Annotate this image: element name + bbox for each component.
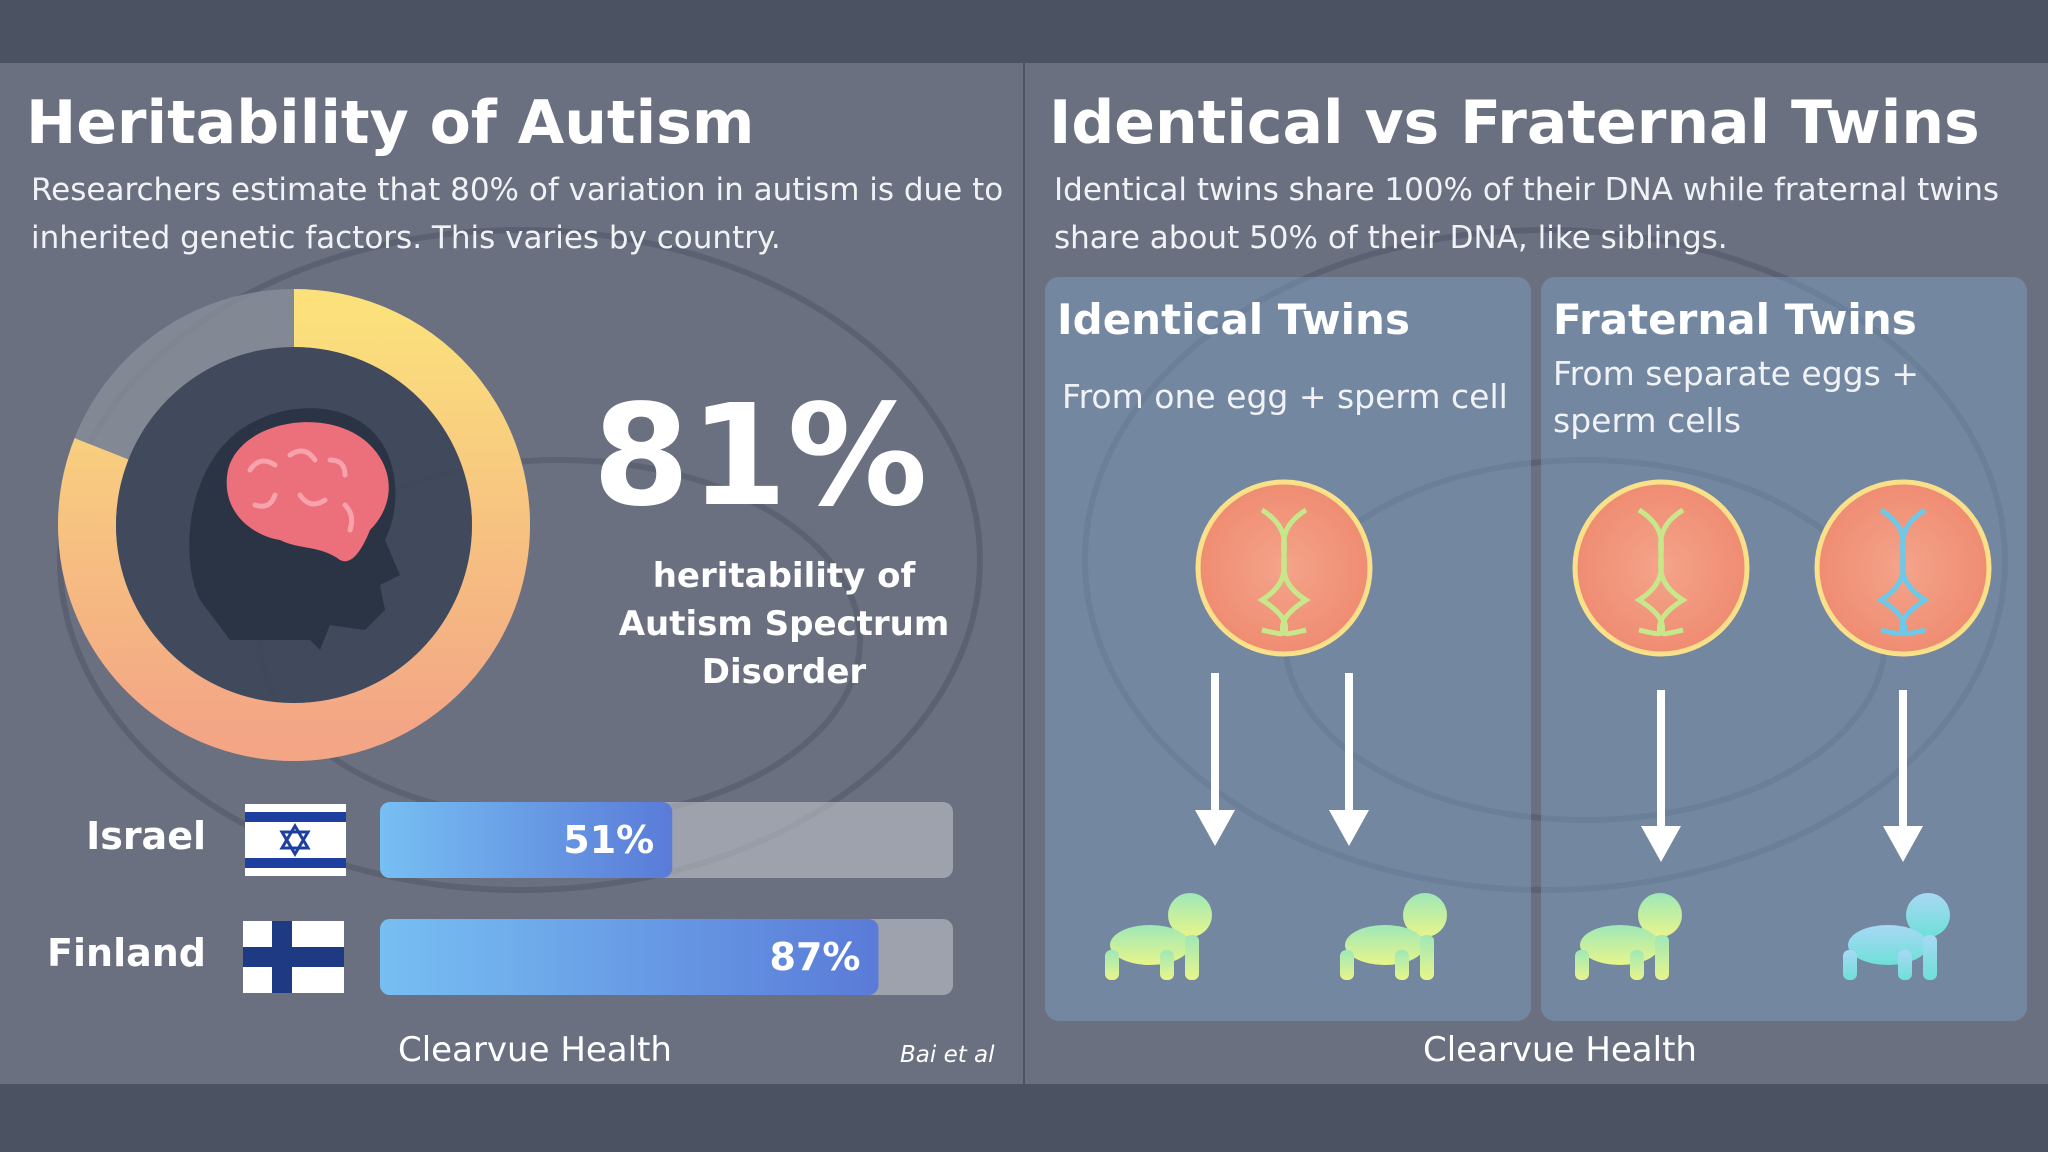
left-title: Heritability of Autism bbox=[26, 88, 755, 158]
flag-finland bbox=[243, 921, 344, 993]
donut-value-label: 81% bbox=[592, 375, 928, 538]
dna-icons bbox=[1257, 507, 1930, 637]
right-subtitle: Identical twins share 100% of their DNA … bbox=[1054, 172, 2000, 256]
identical-title: Identical Twins bbox=[1057, 295, 1410, 344]
donut-arc bbox=[58, 289, 530, 761]
bar-value-label: 87% bbox=[770, 935, 861, 979]
bar-value-label: 51% bbox=[563, 818, 654, 862]
fraternal-text: From separate eggs + sperm cells bbox=[1553, 354, 1919, 440]
left-brand: Clearvue Health bbox=[398, 1030, 672, 1070]
category-label: Israel bbox=[86, 814, 206, 858]
donut-caption: heritability of Autism Spectrum Disorder bbox=[618, 556, 950, 692]
top-band bbox=[0, 0, 2048, 63]
identical-text: From one egg + sperm cell bbox=[1062, 377, 1508, 416]
brain-icon bbox=[226, 422, 389, 562]
bar bbox=[380, 919, 879, 995]
bar bbox=[380, 802, 673, 878]
source: Bai et al bbox=[900, 1042, 995, 1068]
right-brand: Clearvue Health bbox=[1423, 1030, 1697, 1070]
category-label: Finland bbox=[47, 931, 206, 975]
flag-israel bbox=[245, 804, 346, 876]
brain-folds bbox=[247, 448, 355, 533]
fraternal-title: Fraternal Twins bbox=[1553, 295, 1917, 344]
bottom-band bbox=[0, 1084, 2048, 1152]
right-title: Identical vs Fraternal Twins bbox=[1049, 88, 1980, 158]
arrows bbox=[1195, 673, 1923, 862]
babies bbox=[1105, 893, 1950, 980]
left-subtitle: Researchers estimate that 80% of variati… bbox=[31, 172, 1004, 256]
